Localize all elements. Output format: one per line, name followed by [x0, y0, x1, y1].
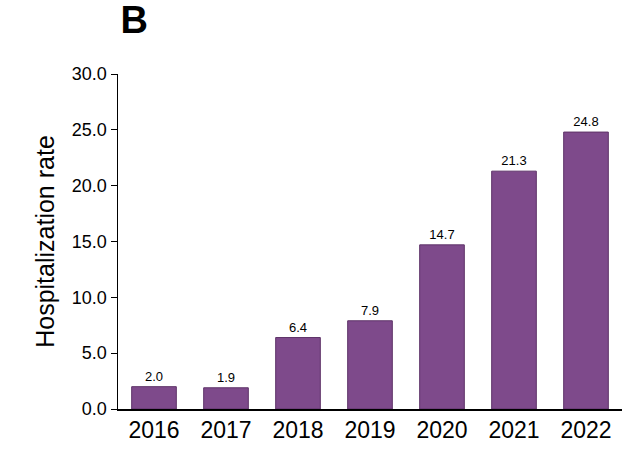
svg-text:2018: 2018: [272, 417, 323, 443]
svg-text:7.9: 7.9: [361, 303, 379, 318]
svg-text:21.3: 21.3: [501, 153, 526, 168]
svg-text:10.0: 10.0: [72, 288, 107, 308]
svg-text:2016: 2016: [128, 417, 179, 443]
svg-text:20.0: 20.0: [72, 176, 107, 196]
svg-text:2020: 2020: [416, 417, 467, 443]
svg-text:2017: 2017: [200, 417, 251, 443]
svg-text:Hospitalization rate: Hospitalization rate: [31, 135, 59, 348]
svg-text:2021: 2021: [488, 417, 539, 443]
svg-text:1.9: 1.9: [217, 370, 235, 385]
svg-text:2022: 2022: [560, 417, 611, 443]
svg-text:14.7: 14.7: [429, 227, 454, 242]
svg-text:30.0: 30.0: [72, 64, 107, 84]
svg-text:B: B: [121, 0, 148, 41]
svg-text:2.0: 2.0: [145, 369, 163, 384]
svg-text:0.0: 0.0: [82, 399, 107, 419]
svg-text:15.0: 15.0: [72, 232, 107, 252]
svg-text:5.0: 5.0: [82, 343, 107, 363]
svg-text:25.0: 25.0: [72, 120, 107, 140]
svg-text:6.4: 6.4: [289, 320, 307, 335]
svg-text:2019: 2019: [344, 417, 395, 443]
svg-text:24.8: 24.8: [573, 114, 598, 129]
